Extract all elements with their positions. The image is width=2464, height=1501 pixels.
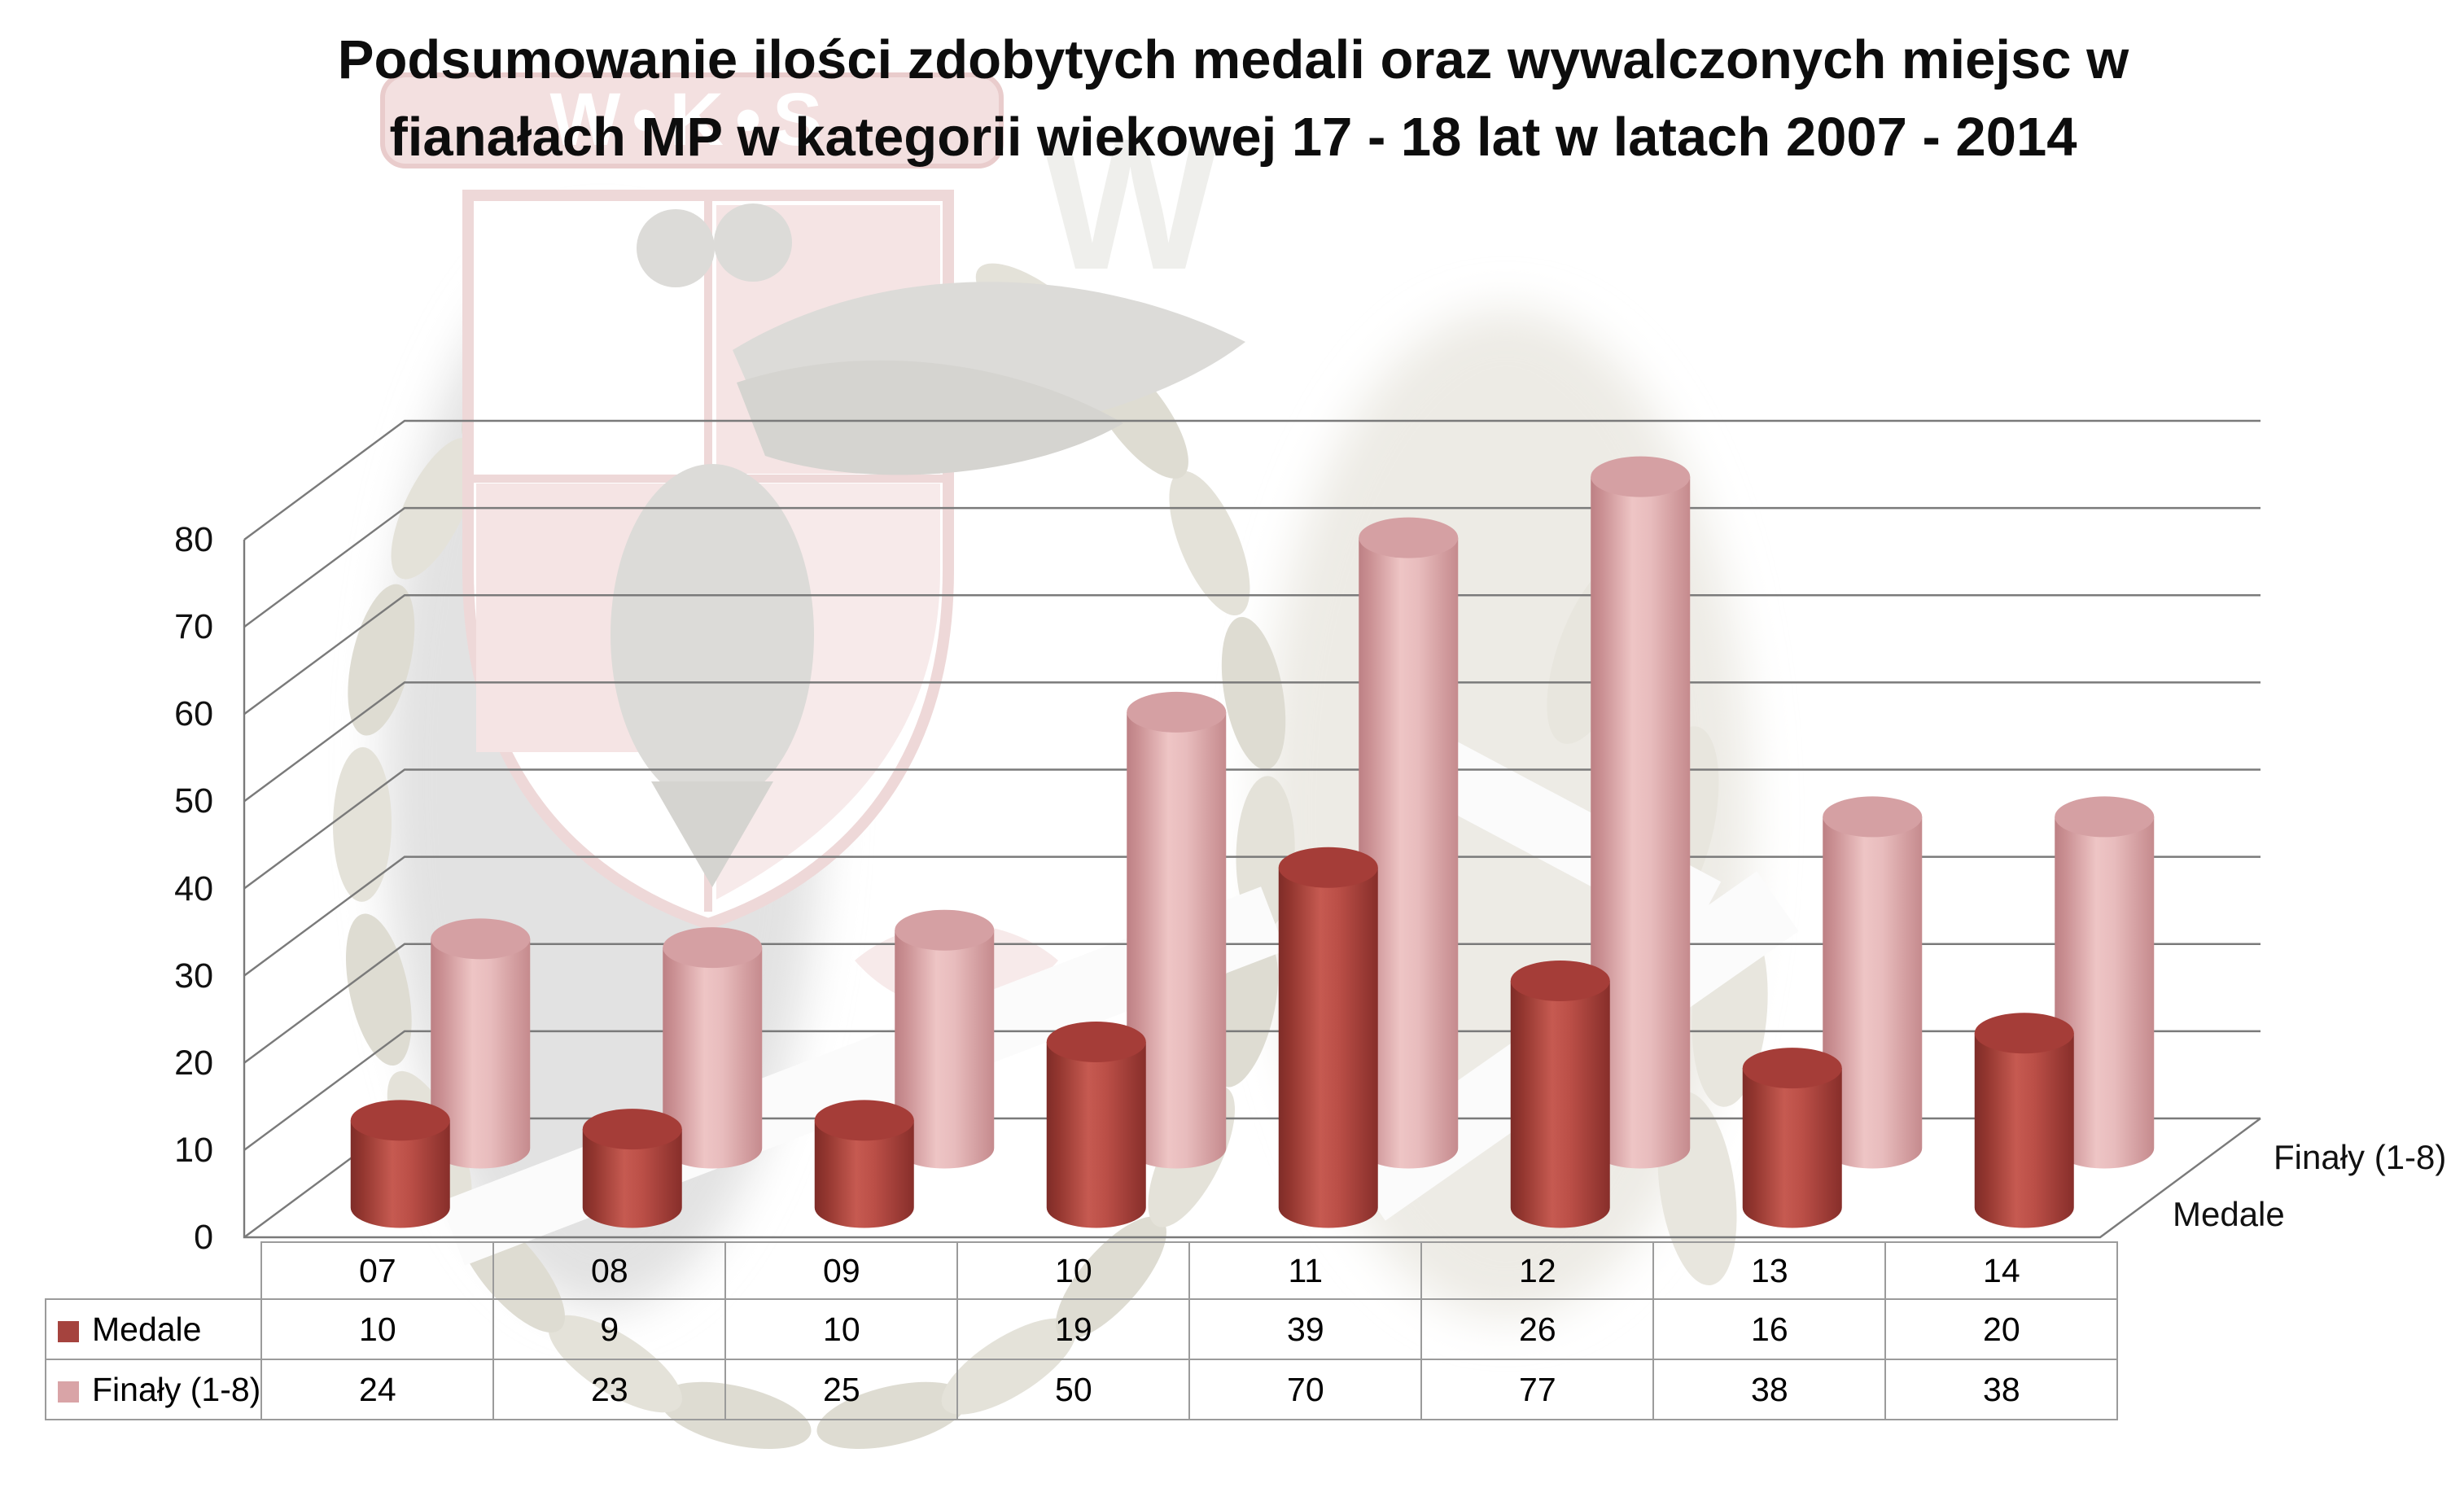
chart-title-line1: Podsumowanie ilości zdobytych medali ora… [337, 29, 2129, 90]
value-cell-finały-13: 38 [1652, 1359, 1887, 1420]
value-cell-finały-08: 23 [492, 1359, 727, 1420]
value-cell-medale-09: 10 [724, 1298, 959, 1360]
table-header-row: 07 08 09 10 11 12 13 14 [46, 1241, 2119, 1300]
y-tick-label-60: 60 [174, 694, 213, 734]
cylinder-finaly-09-top [895, 909, 995, 951]
laurel-leaf [1210, 936, 1279, 1087]
category-header-13: 13 [1652, 1241, 1887, 1300]
cylinder-medale-09 [814, 1120, 914, 1228]
cylinder-medale-09-top [814, 1100, 914, 1141]
cylinder-finaly-11 [1359, 537, 1459, 1169]
y-tick-label-80: 80 [174, 520, 213, 559]
legend-swatch-finaly [58, 1381, 79, 1403]
category-header-08: 08 [492, 1241, 727, 1300]
cylinder-medale-10-top [1046, 1021, 1146, 1062]
category-header-11: 11 [1188, 1241, 1423, 1300]
chart-title: Podsumowanie ilości zdobytych medali ora… [204, 21, 2263, 176]
y-tick-label-10: 10 [174, 1130, 213, 1170]
value-cell-finały-11: 70 [1188, 1359, 1423, 1420]
cylinder-medale-07-top [350, 1100, 450, 1141]
legend-label-medale: Medale [44, 1298, 263, 1360]
value-cell-finały-12: 77 [1420, 1359, 1655, 1420]
y-tick-label-70: 70 [174, 607, 213, 647]
cylinder-medale-13-top [1742, 1048, 1842, 1089]
cylinder-finaly-12-top [1591, 456, 1691, 497]
table-corner-blank [46, 1242, 261, 1299]
cylinder-finaly-08 [663, 947, 763, 1169]
value-cell-medale-13: 16 [1652, 1298, 1887, 1360]
depth-axis-label-medale: Medale [2173, 1195, 2285, 1233]
y-tick-label-40: 40 [174, 869, 213, 908]
cylinder-medale-13 [1742, 1068, 1842, 1228]
cylinder-finaly-07-top [431, 918, 531, 960]
value-cell-finały-10: 50 [956, 1359, 1191, 1420]
cylinder-medale-11 [1278, 867, 1378, 1228]
cylinder-finaly-14 [2055, 816, 2155, 1169]
value-cell-finały-09: 25 [724, 1359, 959, 1420]
legend-label-finaly: Finały (1-8) [44, 1359, 263, 1420]
cylinder-finaly-14-top [2055, 796, 2155, 838]
club-initials: W•K•S [549, 78, 834, 161]
y-tick-label-20: 20 [174, 1043, 213, 1083]
cylinder-finaly-09 [895, 930, 995, 1169]
laurel-leaf [1221, 616, 1286, 770]
gridline-80 [243, 419, 2260, 540]
cylinder-finaly-11-top [1359, 517, 1459, 558]
svg-text:W: W [1042, 99, 1219, 309]
value-cell-medale-07: 10 [260, 1298, 495, 1360]
cylinder-medale-07 [350, 1120, 450, 1228]
cylinder-medale-12 [1510, 980, 1610, 1228]
cylinder-medale-12-top [1510, 960, 1610, 1001]
value-cell-medale-08: 9 [492, 1298, 727, 1360]
cylinder-finaly-10-top [1127, 691, 1227, 733]
data-table: 07 08 09 10 11 12 13 14 Medale 10 9 10 19 39 26 16 20 Fin… [44, 1241, 2119, 1420]
cylinder-medale-08-top [582, 1109, 682, 1150]
value-cell-medale-11: 39 [1188, 1298, 1423, 1360]
cylinder-medale-10 [1046, 1041, 1146, 1228]
y-tick-label-30: 30 [174, 956, 213, 996]
axis-frame [243, 540, 2261, 1239]
cylinder-medale-11-top [1278, 847, 1378, 888]
cylinder-finaly-08-top [663, 927, 763, 969]
value-cell-medale-14: 20 [1884, 1298, 2119, 1360]
cylinder-finaly-13 [1823, 816, 1923, 1169]
club-banner: W•K•S [380, 72, 1004, 168]
category-header-09: 09 [724, 1241, 959, 1300]
y-tick-label-0: 0 [194, 1218, 213, 1257]
y-tick-label-50: 50 [174, 781, 213, 821]
value-cell-finały-14: 38 [1884, 1359, 2119, 1420]
legend-swatch-medale [58, 1320, 79, 1342]
cylinder-finaly-13-top [1823, 796, 1923, 838]
bars [350, 456, 2155, 1228]
cylinder-medale-08 [582, 1129, 682, 1228]
cylinder-finaly-10 [1127, 711, 1227, 1169]
depth-axis-label-finaly: Finały (1-8) [2274, 1138, 2447, 1176]
category-header-10: 10 [956, 1241, 1191, 1300]
cylinder-medale-14-top [1974, 1013, 2074, 1054]
laurel-leaf [1169, 470, 1250, 616]
cylinder-finaly-07 [431, 939, 531, 1169]
laurel-leaf [348, 584, 415, 736]
chart-title-line2: fianałach MP w kategorii wiekowej 17 - 1… [389, 107, 2077, 168]
category-header-07: 07 [260, 1241, 495, 1300]
laurel-leaf [333, 746, 392, 902]
value-cell-medale-10: 19 [956, 1298, 1191, 1360]
cylinder-finaly-12 [1591, 476, 1691, 1169]
cylinder-medale-14 [1974, 1033, 2074, 1228]
table-row-medale: Medale 10 9 10 19 39 26 16 20 [44, 1298, 2119, 1360]
value-cell-medale-12: 26 [1420, 1298, 1655, 1360]
table-row-finaly: Finały (1-8) 24 23 25 50 70 77 38 38 [44, 1359, 2119, 1420]
category-header-12: 12 [1420, 1241, 1655, 1300]
category-header-14: 14 [1884, 1241, 2119, 1300]
value-cell-finały-07: 24 [260, 1359, 495, 1420]
